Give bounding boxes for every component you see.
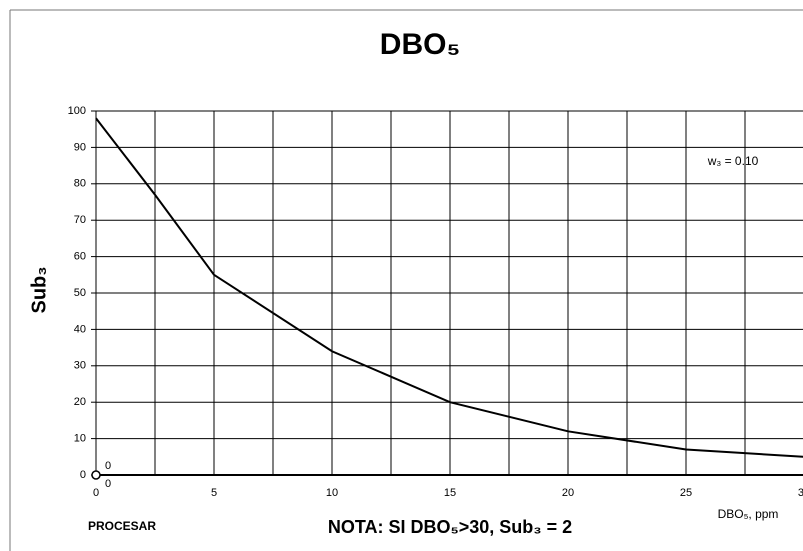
y-tick-label: 20	[74, 396, 86, 408]
y-tick-label: 50	[74, 287, 86, 299]
x-tick-label: 10	[326, 487, 338, 499]
annotation: w₃ = 0.10	[707, 154, 759, 168]
x-tick-label: 30	[798, 487, 803, 499]
x-tick-label: 15	[444, 487, 456, 499]
x-axis-label: DBO₅, ppm	[718, 507, 779, 521]
x-tick-label: 0	[93, 487, 99, 499]
y-tick-label: 100	[68, 105, 86, 117]
marker-label: 0	[105, 460, 111, 472]
marker	[91, 470, 101, 480]
x-tick-label: 5	[211, 487, 217, 499]
procesar-button[interactable]: PROCESAR	[88, 519, 156, 533]
y-tick-label: 60	[74, 251, 86, 263]
y-axis-label: Sub₃	[28, 266, 50, 313]
chart-title: DBO₅	[380, 28, 460, 61]
y-tick-label: 40	[74, 323, 86, 335]
marker-label: 0	[105, 478, 111, 490]
y-tick-label: 0	[80, 469, 86, 481]
y-tick-label: 90	[74, 141, 86, 153]
x-tick-label: 20	[562, 487, 574, 499]
y-tick-label: 10	[74, 433, 86, 445]
y-tick-label: 30	[74, 360, 86, 372]
y-tick-label: 70	[74, 214, 86, 226]
note: NOTA: SI DBO₅>30, Sub₃ = 2	[328, 517, 572, 537]
line-series	[95, 117, 803, 458]
x-tick-label: 25	[680, 487, 692, 499]
y-tick-label: 80	[74, 178, 86, 190]
